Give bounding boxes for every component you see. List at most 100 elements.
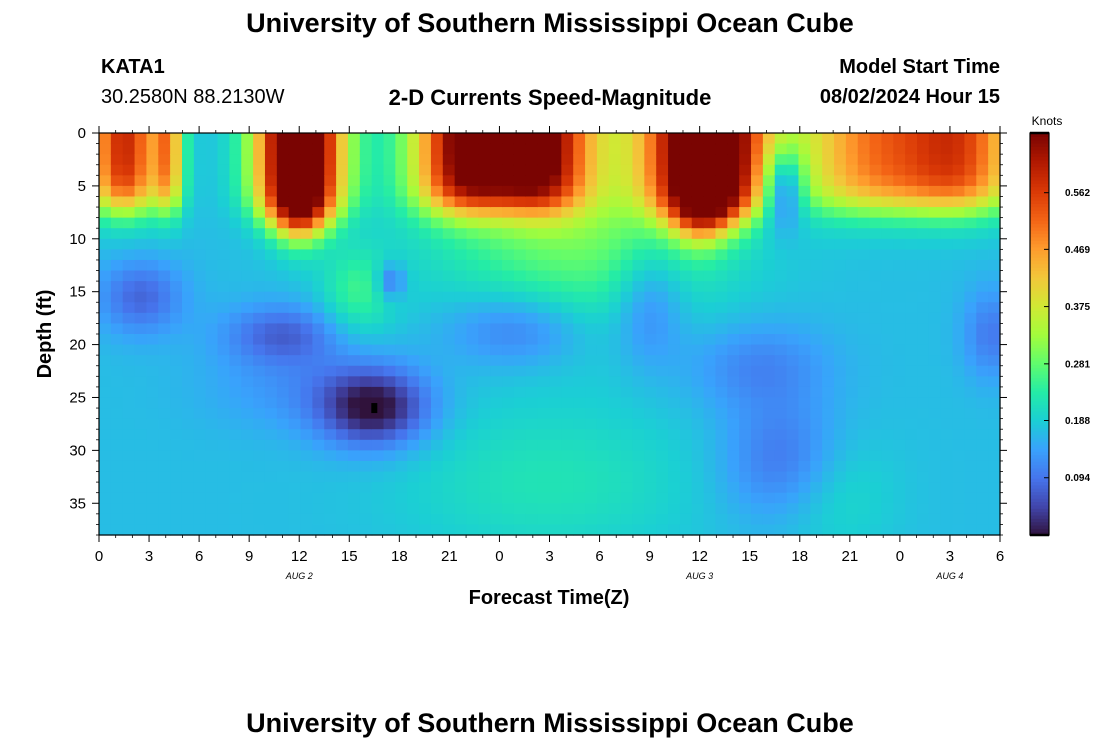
heatmap-cell: [585, 143, 598, 155]
heatmap-cell: [964, 397, 977, 409]
heatmap-cell: [430, 418, 444, 430]
heatmap-cell: [347, 460, 361, 473]
heatmap-cell: [561, 196, 574, 208]
heatmap-cell: [715, 312, 728, 325]
heatmap-cell: [869, 323, 883, 335]
heatmap-cell: [549, 386, 562, 399]
heatmap-cell: [276, 302, 290, 314]
heatmap-cell: [478, 143, 491, 155]
colorbar-segment: [1030, 360, 1049, 365]
heatmap-cell: [668, 386, 681, 399]
heatmap-cell: [596, 418, 610, 430]
heatmap-cell: [454, 281, 468, 293]
heatmap-cell: [928, 513, 942, 526]
heatmap-cell: [300, 365, 313, 377]
heatmap-cell: [774, 196, 788, 208]
heatmap-cell: [573, 418, 586, 430]
colorbar-segment: [1030, 454, 1049, 459]
heatmap-cell: [146, 513, 159, 526]
heatmap-cell: [407, 471, 420, 483]
heatmap-cell: [644, 175, 657, 187]
heatmap-cell: [988, 429, 1001, 441]
heatmap-cell: [276, 164, 290, 176]
heatmap-cell: [490, 397, 503, 409]
heatmap-cell: [193, 408, 207, 420]
heatmap-cell: [276, 185, 290, 198]
heatmap-cell: [549, 450, 562, 462]
heatmap-cell: [608, 344, 622, 356]
heatmap-cell: [774, 513, 788, 526]
heatmap-cell: [407, 429, 420, 441]
heatmap-cell: [893, 460, 906, 473]
heatmap-cell: [857, 175, 871, 187]
heatmap-cell: [276, 217, 290, 229]
heatmap-cell: [857, 429, 871, 441]
heatmap-cell: [893, 376, 906, 388]
heatmap-cell: [170, 439, 183, 451]
heatmap-cell: [253, 418, 266, 430]
heatmap-cell: [727, 334, 740, 346]
colorbar-segment: [1030, 303, 1049, 308]
colorbar-segment: [1030, 200, 1049, 204]
heatmap-cell: [739, 207, 752, 219]
heatmap-cell: [359, 228, 373, 240]
heatmap-cell: [786, 376, 800, 388]
heatmap-cell: [490, 482, 503, 494]
heatmap-cell: [229, 460, 242, 473]
heatmap-cell: [217, 323, 231, 335]
heatmap-cell: [359, 503, 373, 515]
heatmap-cell: [146, 408, 159, 420]
heatmap-cell: [537, 207, 551, 219]
heatmap-cell: [347, 471, 361, 483]
heatmap-cell: [288, 471, 302, 483]
heatmap-cell: [668, 133, 681, 145]
date-label: AUG 4: [935, 571, 963, 581]
heatmap-cell: [537, 344, 551, 356]
heatmap-cell: [822, 228, 835, 240]
heatmap-cell: [905, 164, 918, 176]
heatmap-cell: [561, 228, 574, 240]
colorbar-segment: [1030, 277, 1049, 281]
heatmap-cell: [264, 482, 278, 494]
colorbar-segment: [1030, 421, 1049, 426]
colorbar-segment: [1030, 213, 1049, 218]
heatmap-cell: [620, 503, 634, 515]
heatmap-cell: [786, 217, 800, 229]
heatmap-cell: [940, 228, 954, 240]
heatmap-cell: [300, 185, 313, 198]
heatmap-cell: [99, 207, 112, 219]
heatmap-cell: [928, 376, 942, 388]
heatmap-cell: [881, 386, 894, 399]
heatmap-cell: [845, 164, 859, 176]
heatmap-cell: [561, 524, 574, 536]
heatmap-cell: [229, 154, 242, 166]
heatmap-cell: [193, 196, 207, 208]
colorbar-segment: [1030, 260, 1049, 265]
heatmap-cell: [99, 524, 112, 536]
heatmap-cell: [703, 143, 717, 155]
heatmap-cell: [217, 270, 231, 282]
heatmap-cell: [430, 228, 444, 240]
heatmap-cell: [466, 355, 479, 367]
heatmap-cell: [585, 482, 598, 494]
heatmap-cell: [869, 408, 883, 420]
heatmap-cell: [466, 175, 479, 187]
heatmap-cell: [834, 344, 847, 356]
heatmap-cell: [881, 344, 894, 356]
colorbar-segment: [1030, 354, 1049, 359]
heatmap-cell: [917, 376, 930, 388]
heatmap-cell: [573, 386, 586, 399]
heatmap-cell: [324, 196, 337, 208]
heatmap-cell: [893, 238, 906, 250]
heatmap-cell: [727, 524, 740, 536]
heatmap-cell: [312, 492, 325, 504]
heatmap-cell: [122, 270, 136, 282]
heatmap-cell: [442, 503, 456, 515]
heatmap-cell: [869, 439, 883, 451]
heatmap-cell: [739, 238, 752, 250]
heatmap-cell: [158, 270, 171, 282]
heatmap-cell: [513, 503, 527, 515]
heatmap-cell: [300, 418, 313, 430]
heatmap-cell: [134, 418, 148, 430]
heatmap-cell: [170, 386, 183, 399]
